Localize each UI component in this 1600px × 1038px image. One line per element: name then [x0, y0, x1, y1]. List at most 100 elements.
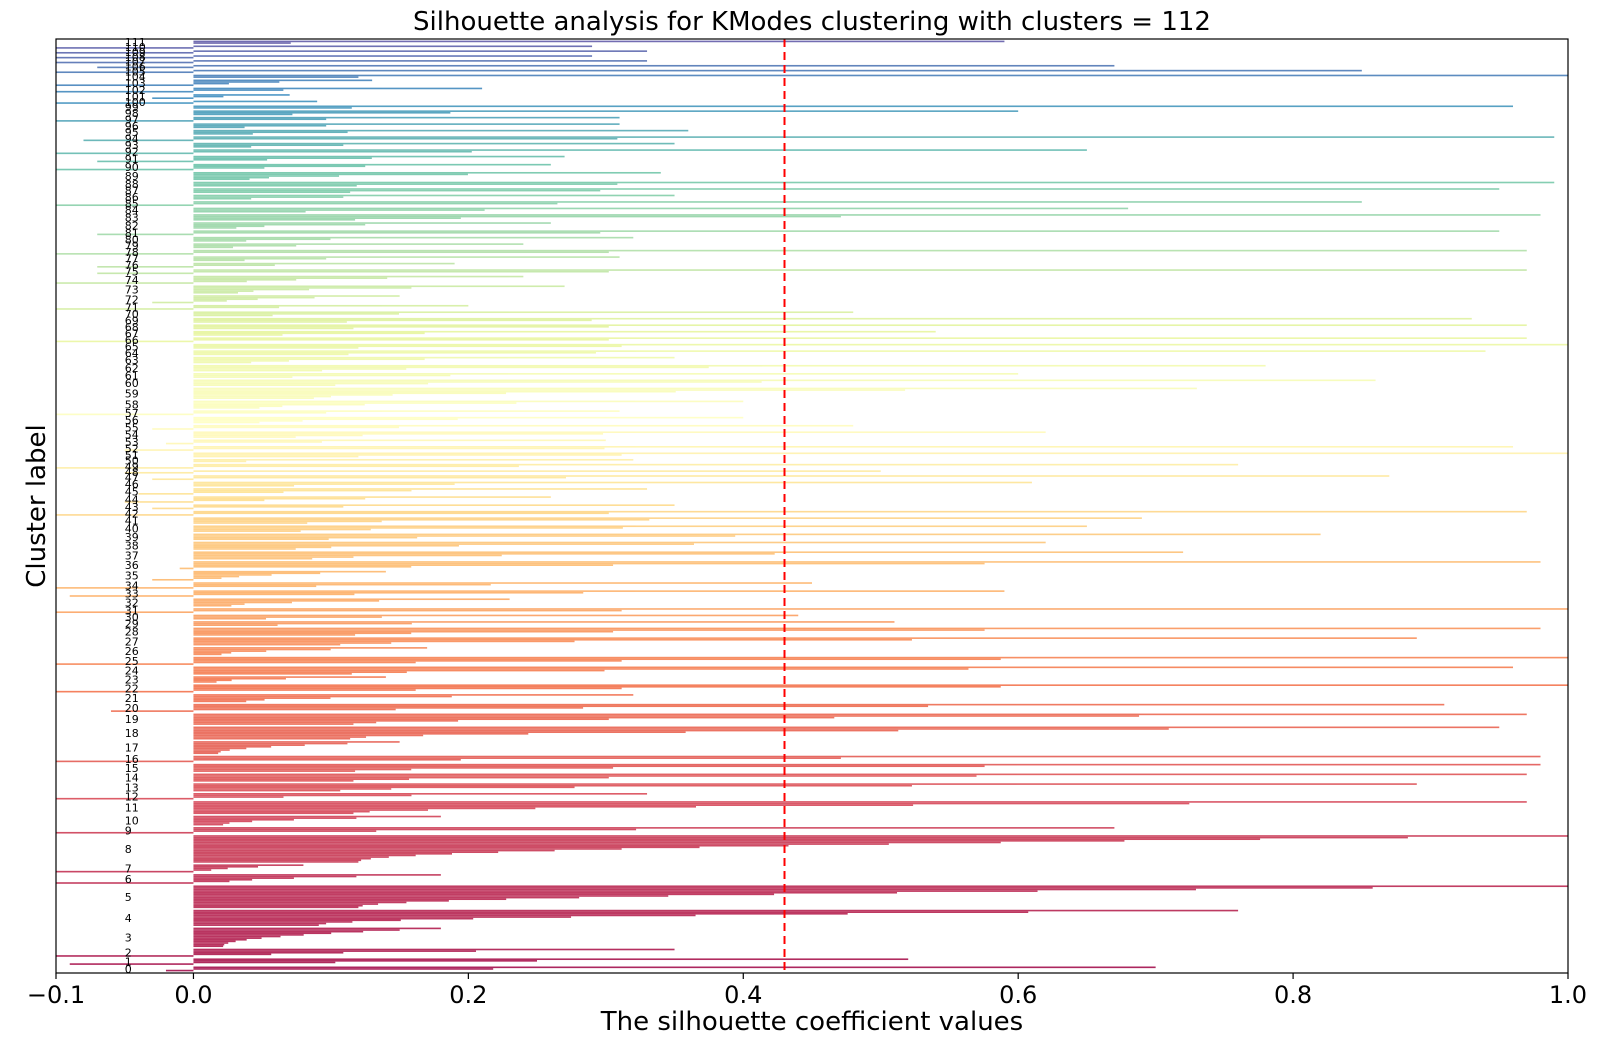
- cluster-label: 30: [125, 611, 139, 624]
- silhouette-bar: [193, 202, 558, 205]
- silhouette-bar: [193, 707, 584, 709]
- silhouette-bar: [193, 788, 392, 790]
- cluster-62-bars: [193, 364, 1266, 372]
- silhouette-bar: [193, 146, 252, 148]
- silhouette-bar: [193, 184, 357, 187]
- cluster-label: 73: [125, 284, 139, 297]
- silhouette-bar: [193, 767, 614, 769]
- silhouette-bar: [193, 264, 275, 267]
- silhouette-bar: [193, 815, 441, 818]
- silhouette-bar: [193, 888, 1196, 891]
- silhouette-bar: [193, 887, 1373, 889]
- silhouette-bar: [193, 465, 519, 468]
- cluster-111-bars: [193, 40, 1005, 44]
- silhouette-bar: [193, 700, 247, 703]
- silhouette-bar: [193, 499, 265, 502]
- silhouette-bar: [193, 345, 622, 348]
- cluster-label: 82: [125, 219, 139, 232]
- silhouette-bar: [193, 149, 1087, 151]
- silhouette-bar: [193, 627, 1541, 630]
- silhouette-bar: [193, 786, 575, 789]
- silhouette-bar: [97, 272, 194, 275]
- silhouette-bar: [193, 506, 344, 508]
- silhouette-bar: [97, 266, 194, 268]
- cluster-label: 59: [125, 387, 139, 400]
- cluster-82-bars: [193, 222, 551, 229]
- silhouette-bar: [69, 595, 194, 597]
- cluster-label: 11: [125, 802, 139, 815]
- silhouette-bar: [193, 436, 296, 438]
- silhouette-bar: [152, 578, 194, 581]
- silhouette-bar: [193, 167, 265, 169]
- silhouette-bar: [193, 660, 622, 662]
- silhouette-bar: [193, 533, 1321, 536]
- silhouette-bar: [193, 566, 412, 568]
- cluster-21-bars: [193, 694, 634, 703]
- silhouette-bar: [193, 650, 267, 652]
- silhouette-bar: [193, 804, 914, 806]
- cluster-16-bars: [56, 755, 1541, 763]
- silhouette-bar: [193, 298, 258, 301]
- silhouette-bar: [193, 512, 609, 515]
- silhouette-bar: [193, 885, 1569, 888]
- cluster-label: 1: [125, 956, 132, 969]
- silhouette-bar: [193, 757, 841, 759]
- cluster-3-bars: [193, 927, 441, 948]
- silhouette-bar: [193, 230, 1500, 232]
- silhouette-bar: [193, 441, 322, 443]
- silhouette-bar: [193, 243, 524, 245]
- silhouette-bar: [193, 776, 609, 779]
- silhouette-bar: [56, 253, 194, 255]
- cluster-102-bars: [56, 87, 483, 93]
- silhouette-bar: [193, 556, 354, 558]
- silhouette-bar: [193, 666, 1514, 669]
- silhouette-bar: [193, 240, 247, 242]
- silhouette-bar: [193, 201, 1362, 203]
- silhouette-bar: [193, 358, 425, 361]
- silhouette-bar: [193, 749, 230, 751]
- silhouette-bar: [193, 548, 296, 550]
- silhouette-bar: [193, 898, 507, 901]
- silhouette-bar: [193, 126, 245, 129]
- cluster-label: 87: [125, 185, 139, 198]
- silhouette-bar: [193, 546, 332, 549]
- cluster-35-bars: [152, 570, 386, 581]
- silhouette-bar: [193, 330, 936, 333]
- cluster-label: 9: [125, 824, 132, 837]
- silhouette-bar: [193, 948, 675, 951]
- cluster-110-bars: [56, 45, 593, 49]
- silhouette-bar: [193, 246, 234, 249]
- silhouette-bar: [193, 251, 609, 254]
- cluster-label: 108: [125, 51, 146, 64]
- silhouette-bar: [193, 314, 273, 317]
- cluster-label: 66: [125, 334, 139, 347]
- cluster-92-bars: [56, 149, 1087, 155]
- silhouette-bar: [193, 778, 410, 781]
- silhouette-bar: [193, 100, 318, 103]
- silhouette-bar: [56, 955, 194, 957]
- silhouette-bar: [193, 60, 648, 62]
- cluster-77-bars: [193, 256, 620, 262]
- silhouette-bar: [193, 421, 260, 424]
- silhouette-bar: [193, 133, 253, 135]
- silhouette-bar: [193, 718, 609, 721]
- cluster-106-bars: [97, 64, 1115, 69]
- silhouette-bar: [193, 89, 284, 91]
- silhouette-bar: [152, 507, 194, 510]
- cluster-46-bars: [193, 481, 1032, 487]
- silhouette-bar: [193, 214, 1541, 216]
- silhouette-bar: [193, 624, 278, 626]
- cluster-103-bars: [56, 79, 373, 87]
- silhouette-bar: [193, 384, 336, 387]
- silhouette-bar: [193, 517, 1142, 519]
- cluster-96-bars: [193, 123, 620, 129]
- silhouette-bar: [193, 55, 593, 57]
- silhouette-bar: [193, 210, 306, 213]
- silhouette-bar: [193, 765, 985, 768]
- silhouette-bar: [193, 277, 388, 279]
- silhouette-bar: [193, 157, 372, 159]
- silhouette-bar: [193, 875, 357, 878]
- cluster-67-bars: [193, 330, 936, 336]
- cluster-label: 109: [125, 46, 146, 59]
- cluster-label: 26: [125, 645, 139, 658]
